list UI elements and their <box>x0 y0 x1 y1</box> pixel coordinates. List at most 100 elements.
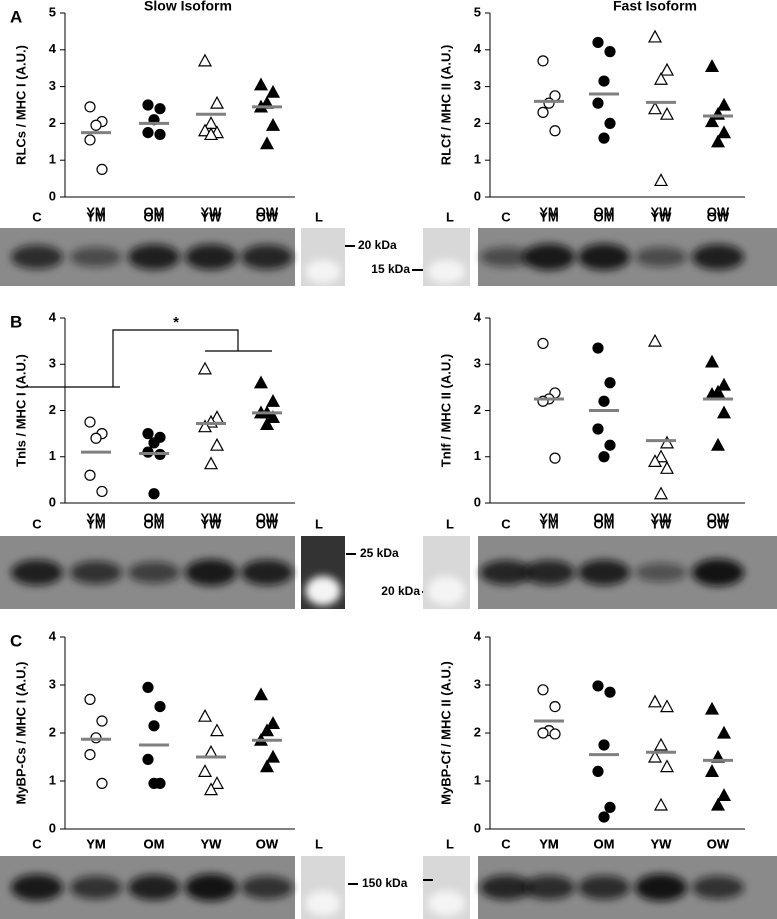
data-point <box>84 101 96 113</box>
data-point <box>592 423 604 435</box>
x-tick-label: OM <box>594 204 615 219</box>
data-point <box>653 797 669 811</box>
y-tick-label: 2 <box>49 724 56 739</box>
data-point <box>716 97 732 111</box>
ladder-band <box>305 890 341 916</box>
y-tick-label: 5 <box>49 4 56 19</box>
blot-band <box>128 561 180 584</box>
blot-band <box>480 560 532 585</box>
data-point <box>253 375 269 389</box>
blot-lane-label: OW <box>707 836 730 851</box>
blot-lane-label: OW <box>256 836 279 851</box>
data-point <box>604 46 616 58</box>
x-tick-label: YW <box>201 836 223 851</box>
data-point <box>716 405 732 419</box>
y-tick-label: 3 <box>49 676 56 691</box>
data-point <box>592 765 604 778</box>
blot-lane-label: OM <box>144 516 165 531</box>
blot-lane-label: YM <box>539 836 559 851</box>
data-point <box>653 486 669 500</box>
data-point <box>653 737 669 751</box>
data-point <box>537 106 549 118</box>
y-tick-label: 0 <box>49 188 56 203</box>
data-point <box>592 342 604 354</box>
y-tick-label: 4 <box>49 41 57 56</box>
data-point <box>704 114 720 128</box>
blot-band <box>692 558 744 587</box>
ladder-label: L <box>315 209 323 224</box>
blot-lane-label: C <box>501 836 511 851</box>
data-point <box>604 117 616 130</box>
data-point <box>647 29 663 43</box>
y-tick-label: 2 <box>474 115 481 130</box>
blot-band <box>11 874 63 901</box>
y-tick-label: 4 <box>49 309 57 324</box>
data-point <box>90 119 102 131</box>
data-point <box>659 435 675 449</box>
y-tick-label: 0 <box>474 820 481 835</box>
data-point <box>549 728 561 740</box>
y-tick-label: 3 <box>474 78 481 93</box>
blot-band <box>578 875 630 900</box>
blot-band <box>635 247 687 267</box>
data-point <box>197 53 213 67</box>
blot-lane-label: OM <box>144 209 165 224</box>
y-tick-label: 1 <box>474 448 481 463</box>
x-tick-label: OM <box>594 510 615 525</box>
data-point <box>84 693 96 706</box>
blot-band <box>70 560 122 585</box>
y-tick-label: 4 <box>474 628 482 643</box>
data-point <box>259 759 275 773</box>
blot-lane-label: OM <box>594 209 615 224</box>
data-point <box>96 163 108 175</box>
x-tick-label: OW <box>256 510 279 525</box>
data-point <box>203 782 219 796</box>
data-point <box>96 485 108 498</box>
data-point <box>84 416 96 428</box>
data-point <box>598 395 610 407</box>
blot-band <box>241 559 293 586</box>
blot-lane-label: C <box>501 209 511 224</box>
x-tick-label: YW <box>651 836 673 851</box>
data-point <box>265 716 281 730</box>
y-tick-label: 2 <box>49 402 56 417</box>
y-tick-label: 1 <box>49 152 56 167</box>
y-axis-label: MyBP-Cf / MHC II (A.U.) <box>438 661 453 805</box>
data-point <box>253 687 269 701</box>
blot-lane-label: YW <box>201 836 223 851</box>
data-point <box>598 132 610 144</box>
data-point <box>203 116 219 129</box>
data-point <box>604 439 616 451</box>
y-tick-label: 2 <box>474 402 481 417</box>
data-point <box>265 393 281 407</box>
blot-band <box>241 875 293 900</box>
data-point <box>592 97 604 109</box>
data-point <box>142 681 154 694</box>
data-point <box>710 797 726 811</box>
blot-lane-label: OM <box>594 516 615 531</box>
y-tick-label: 0 <box>474 188 481 203</box>
data-point <box>142 428 154 440</box>
data-point <box>259 723 275 737</box>
data-point <box>197 708 213 722</box>
blot-lane-label: OM <box>144 836 165 851</box>
blot-lane-label: OW <box>707 209 730 224</box>
ladder-marker-label: 15 kDa <box>371 262 410 276</box>
data-point <box>549 125 561 137</box>
data-point <box>265 117 281 131</box>
blot-lane-label: YW <box>201 516 223 531</box>
x-tick-label: YM <box>86 204 106 219</box>
blot-lane-label: C <box>501 516 511 531</box>
blot-lane-label: OM <box>594 836 615 851</box>
y-axis-label: RLCs / MHC I (A.U.) <box>13 45 28 165</box>
data-point <box>604 686 616 698</box>
data-point <box>203 456 219 470</box>
blot-band <box>185 559 237 586</box>
data-point <box>549 700 561 713</box>
blot-band <box>635 873 687 902</box>
data-point <box>84 469 96 481</box>
x-tick-label: YW <box>201 510 223 525</box>
data-point <box>537 727 549 739</box>
y-axis-label: TnIs / MHC I (A.U.) <box>13 354 28 467</box>
